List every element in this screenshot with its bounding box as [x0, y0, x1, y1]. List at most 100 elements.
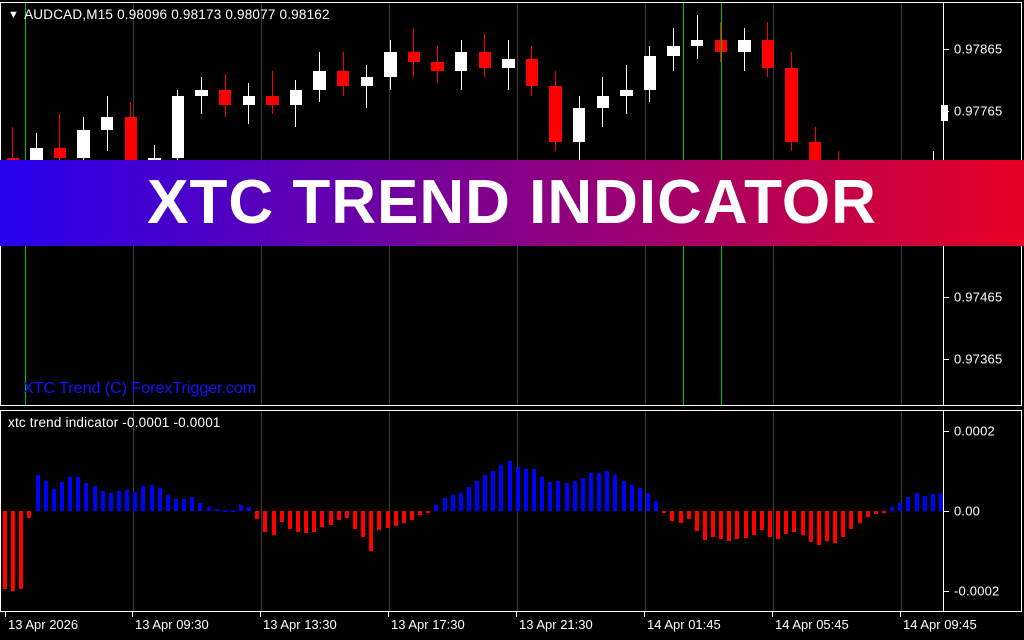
- time-axis[interactable]: 13 Apr 2026 13 Apr 09:30 13 Apr 13:30 13 Ap…: [0, 612, 1022, 640]
- chart-header-text: AUDCAD,M15 0.98096 0.98173 0.98077 0.981…: [24, 7, 330, 22]
- candle-body: [478, 52, 491, 68]
- histogram-bar: [133, 491, 138, 511]
- histogram-bar: [198, 503, 203, 511]
- histogram-bar: [808, 511, 813, 543]
- histogram-bar: [108, 492, 113, 511]
- candlestick: [337, 3, 350, 405]
- candlestick: [667, 3, 680, 405]
- candle-body: [667, 46, 680, 56]
- candle-body: [289, 89, 303, 106]
- candlestick: [431, 3, 444, 405]
- time-axis-label: 14 Apr 09:45: [903, 617, 977, 632]
- candle-body: [785, 67, 798, 143]
- histogram-bar: [418, 511, 423, 515]
- candle-body: [620, 89, 633, 96]
- candle-body: [53, 148, 67, 158]
- histogram-bar: [279, 511, 284, 523]
- histogram-bar: [515, 467, 520, 511]
- indicator-axis-label: -0.0002: [954, 583, 1000, 599]
- histogram-bar: [662, 511, 667, 513]
- candlestick: [407, 3, 421, 405]
- candlestick: [360, 3, 373, 405]
- candlestick: [478, 3, 491, 405]
- histogram-bar: [369, 511, 374, 551]
- histogram-bar: [906, 497, 911, 511]
- histogram-bar: [450, 495, 455, 511]
- candlestick: [195, 3, 208, 405]
- histogram-bar: [841, 511, 846, 537]
- candle-body: [337, 71, 350, 87]
- vertical-gridline: [517, 411, 518, 611]
- candle-body: [738, 40, 751, 53]
- candlestick: [549, 3, 562, 405]
- histogram-bar: [605, 471, 610, 511]
- histogram-bar: [149, 485, 154, 511]
- candle-body: [313, 71, 326, 90]
- chevron-down-icon[interactable]: ▼: [8, 9, 20, 21]
- histogram-bar: [719, 511, 724, 539]
- histogram-bar: [466, 487, 471, 511]
- price-axis-tick: [944, 49, 949, 51]
- candle-body: [360, 77, 373, 87]
- histogram-bar: [328, 511, 333, 525]
- histogram-bar: [19, 511, 24, 589]
- histogram-bar: [230, 510, 235, 513]
- candle-wick: [271, 71, 273, 115]
- vertical-gridline: [261, 411, 262, 611]
- candlestick: [596, 3, 609, 405]
- histogram-bar: [336, 511, 341, 520]
- candlestick: [691, 3, 704, 405]
- histogram-bar: [523, 469, 528, 511]
- histogram-bar: [255, 511, 260, 519]
- histogram-bar: [816, 511, 821, 545]
- candlestick: [171, 3, 185, 405]
- histogram-bar: [499, 465, 504, 511]
- candle-body: [384, 52, 397, 78]
- candlestick: [502, 3, 515, 405]
- indicator-plot-area[interactable]: [1, 411, 943, 611]
- promo-banner-title: XTC TREND INDICATOR: [147, 168, 877, 237]
- candle-wick: [366, 64, 368, 109]
- histogram-bar: [491, 471, 496, 511]
- histogram-bar: [27, 511, 32, 519]
- candle-wick: [59, 114, 61, 177]
- candlestick: [53, 3, 67, 405]
- histogram-bar: [759, 511, 764, 531]
- indicator-axis[interactable]: 0.0002 0.00 -0.0002: [943, 411, 1021, 611]
- price-axis[interactable]: 0.97865 0.97765 0.97465 0.97365: [943, 3, 1021, 405]
- vertical-gridline: [645, 411, 646, 611]
- candle-body: [431, 61, 444, 72]
- time-axis-tick: [132, 612, 133, 617]
- time-axis-label: 13 Apr 21:30: [519, 617, 593, 632]
- histogram-bar: [125, 490, 130, 511]
- histogram-bar: [442, 498, 447, 511]
- time-axis-tick: [772, 612, 773, 617]
- histogram-bar: [165, 495, 170, 511]
- histogram-bar: [898, 503, 903, 511]
- candle-body: [573, 108, 586, 143]
- histogram-bar: [873, 511, 878, 515]
- indicator-header: xtc trend indicator -0.0001 -0.0001: [8, 415, 221, 430]
- histogram-bar: [670, 511, 675, 522]
- histogram-bar: [361, 511, 366, 537]
- histogram-bar: [401, 511, 406, 523]
- time-axis-tick: [900, 612, 901, 617]
- histogram-bar: [92, 486, 97, 511]
- histogram-bar: [597, 472, 602, 511]
- histogram-bar: [222, 509, 227, 512]
- histogram-bar: [678, 511, 683, 523]
- indicator-axis-tick: [944, 431, 949, 432]
- histogram-bar: [84, 483, 89, 511]
- histogram-bar: [344, 511, 349, 519]
- histogram-bar: [711, 511, 716, 537]
- price-axis-label: 0.97865: [954, 41, 1003, 57]
- time-axis-label: 13 Apr 13:30: [263, 617, 337, 632]
- indicator-watermark: XTC Trend (C) ForexTrigger.com: [23, 380, 257, 397]
- indicator-panel[interactable]: xtc trend indicator -0.0001 -0.0001 0.00…: [0, 410, 1022, 612]
- histogram-bar: [564, 483, 569, 511]
- time-axis-tick: [5, 612, 6, 617]
- histogram-bar: [76, 477, 81, 511]
- candlestick: [620, 3, 633, 405]
- histogram-bar: [458, 493, 463, 511]
- candlestick: [714, 3, 727, 405]
